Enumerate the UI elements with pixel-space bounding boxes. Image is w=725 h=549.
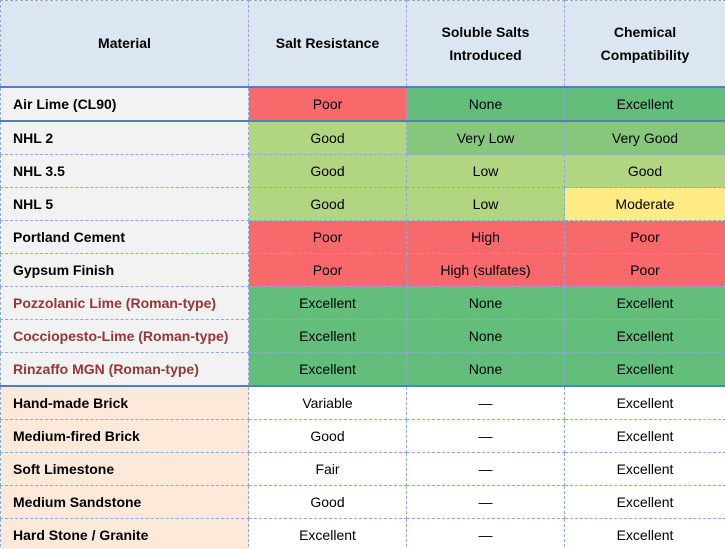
material-cell: NHL 5 xyxy=(0,187,249,221)
table-body: Air Lime (CL90) Poor None Excellent NHL 2 Goo… xyxy=(0,86,725,549)
rating-cell: Excellent xyxy=(564,485,725,519)
rating-cell: Good xyxy=(564,154,725,188)
rating-cell: Excellent xyxy=(564,319,725,353)
rating-cell: Excellent xyxy=(564,286,725,320)
material-cell: Hard Stone / Granite xyxy=(0,518,249,549)
rating-cell: Excellent xyxy=(564,86,725,122)
rating-cell: Poor xyxy=(248,86,407,122)
rating-cell: Poor xyxy=(564,253,725,287)
material-cell: NHL 2 xyxy=(0,120,249,155)
material-cell: Air Lime (CL90) xyxy=(0,86,249,122)
rating-cell: Good xyxy=(248,419,407,453)
rating-cell: — xyxy=(406,518,565,549)
table-row: Hard Stone / Granite Excellent — Excellent xyxy=(0,518,725,549)
table-row: Portland Cement Poor High Poor xyxy=(0,220,725,254)
rating-cell: Very Low xyxy=(406,120,565,155)
rating-cell: None xyxy=(406,319,565,353)
rating-cell: — xyxy=(406,385,565,420)
rating-cell: Poor xyxy=(248,253,407,287)
material-cell: Pozzolanic Lime (Roman-type) xyxy=(0,286,249,320)
header-cell: Material xyxy=(0,0,249,88)
rating-cell: Fair xyxy=(248,452,407,486)
material-cell: Soft Limestone xyxy=(0,452,249,486)
rating-cell: Variable xyxy=(248,385,407,420)
material-cell: Gypsum Finish xyxy=(0,253,249,287)
header-cell: Chemical Compatibility xyxy=(564,0,725,88)
rating-cell: None xyxy=(406,286,565,320)
table-row: NHL 3.5 Good Low Good xyxy=(0,154,725,188)
table-row: Gypsum Finish Poor High (sulfates) Poor xyxy=(0,253,725,287)
rating-cell: Poor xyxy=(564,220,725,254)
rating-cell: High xyxy=(406,220,565,254)
table-row: Medium Sandstone Good — Excellent xyxy=(0,485,725,519)
rating-cell: Excellent xyxy=(564,452,725,486)
table-row: Pozzolanic Lime (Roman-type) Excellent Non… xyxy=(0,286,725,320)
rating-cell: — xyxy=(406,452,565,486)
rating-cell: Good xyxy=(248,187,407,221)
table-row: Hand-made Brick Variable — Excellent xyxy=(0,385,725,420)
rating-cell: Good xyxy=(248,120,407,155)
rating-cell: Moderate xyxy=(564,187,725,221)
header-cell: Salt Resistance xyxy=(248,0,407,88)
rating-cell: Low xyxy=(406,154,565,188)
table-row: NHL 2 Good Very Low Very Good xyxy=(0,120,725,155)
material-cell: Medium Sandstone xyxy=(0,485,249,519)
rating-cell: Excellent xyxy=(248,352,407,387)
rating-cell: None xyxy=(406,352,565,387)
rating-cell: High (sulfates) xyxy=(406,253,565,287)
material-cell: NHL 3.5 xyxy=(0,154,249,188)
rating-cell: Excellent xyxy=(564,352,725,387)
table-row: Rinzaffo MGN (Roman-type) Excellent None Ex… xyxy=(0,352,725,387)
header-row: Material Salt Resistance Soluble Salts Int… xyxy=(0,0,725,88)
material-cell: Rinzaffo MGN (Roman-type) xyxy=(0,352,249,387)
rating-cell: Poor xyxy=(248,220,407,254)
rating-cell: — xyxy=(406,485,565,519)
rating-cell: Good xyxy=(248,485,407,519)
rating-cell: Very Good xyxy=(564,120,725,155)
table-row: NHL 5 Good Low Moderate xyxy=(0,187,725,221)
rating-cell: Excellent xyxy=(564,419,725,453)
table-row: Medium-fired Brick Good — Excellent xyxy=(0,419,725,453)
table-row: Soft Limestone Fair — Excellent xyxy=(0,452,725,486)
table-row: Cocciopesto-Lime (Roman-type) Excellent No… xyxy=(0,319,725,353)
material-cell: Medium-fired Brick xyxy=(0,419,249,453)
rating-cell: Good xyxy=(248,154,407,188)
rating-cell: Excellent xyxy=(248,319,407,353)
rating-cell: Low xyxy=(406,187,565,221)
rating-cell: Excellent xyxy=(564,518,725,549)
material-cell: Cocciopesto-Lime (Roman-type) xyxy=(0,319,249,353)
rating-cell: Excellent xyxy=(564,385,725,420)
table-row: Air Lime (CL90) Poor None Excellent xyxy=(0,86,725,122)
rating-cell: — xyxy=(406,419,565,453)
rating-cell: Excellent xyxy=(248,518,407,549)
material-cell: Hand-made Brick xyxy=(0,385,249,420)
rating-cell: None xyxy=(406,86,565,122)
header-cell: Soluble Salts Introduced xyxy=(406,0,565,88)
rating-cell: Excellent xyxy=(248,286,407,320)
material-cell: Portland Cement xyxy=(0,220,249,254)
